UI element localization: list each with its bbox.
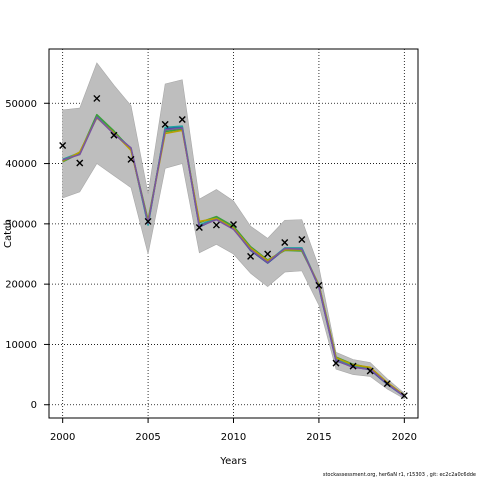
observed-point xyxy=(230,220,237,228)
observed-point-stroke xyxy=(93,94,101,102)
x-tick-label: 2015 xyxy=(306,432,331,443)
observed-point xyxy=(349,362,357,370)
observed-point-stroke xyxy=(144,217,152,225)
x-tick-label: 2010 xyxy=(221,432,246,443)
series-line xyxy=(62,116,405,397)
observed-point-stroke xyxy=(230,220,237,228)
x-axis-title: Years xyxy=(219,456,246,467)
observed-point-stroke xyxy=(195,223,203,231)
observed-point-stroke xyxy=(281,239,289,247)
observed-point xyxy=(144,217,152,225)
y-tick-label: 0 xyxy=(31,400,37,411)
observed-point-stroke xyxy=(349,362,357,370)
observed-point-stroke xyxy=(400,392,408,400)
observed-point xyxy=(366,367,374,375)
confidence-band xyxy=(62,62,405,400)
x-tick-label: 2020 xyxy=(392,432,417,443)
observed-point xyxy=(212,221,220,229)
series-lines xyxy=(62,113,405,397)
y-axis-title: Catch xyxy=(3,219,14,248)
observed-point-stroke xyxy=(383,380,391,388)
observed-point-stroke xyxy=(212,221,220,229)
y-tick-label: 30000 xyxy=(5,219,37,230)
observed-point xyxy=(264,250,272,258)
observed-point xyxy=(247,252,255,260)
observed-points xyxy=(59,94,408,400)
observed-point xyxy=(332,359,340,367)
observed-point xyxy=(127,155,135,163)
observed-point-stroke xyxy=(264,250,272,258)
observed-point-stroke xyxy=(366,367,374,375)
observed-point-stroke xyxy=(298,236,306,244)
observed-point-stroke xyxy=(76,159,84,167)
observed-point-stroke xyxy=(332,359,340,367)
observed-point-stroke xyxy=(110,131,118,139)
observed-point xyxy=(161,120,169,128)
footer-credit: stockassessment.org, her6aN r1, r15303 ,… xyxy=(322,472,476,478)
observed-point xyxy=(76,159,84,167)
x-tick-label: 2005 xyxy=(135,432,160,443)
y-tick-label: 10000 xyxy=(5,340,37,351)
observed-point-stroke xyxy=(161,120,169,128)
y-tick-label: 50000 xyxy=(5,99,37,110)
x-tick-label: 2000 xyxy=(50,432,75,443)
axis-ticks: 2000 2005 2010 2015 2020 0 10000 20000 30000 4000… xyxy=(5,99,417,443)
observed-point-stroke xyxy=(178,116,186,124)
observed-point-stroke xyxy=(315,281,323,289)
y-tick-label: 20000 xyxy=(5,280,37,291)
observed-point-stroke xyxy=(59,141,67,149)
observed-point xyxy=(281,239,289,247)
observed-point xyxy=(195,223,203,231)
observed-point xyxy=(59,141,67,149)
observed-point xyxy=(298,236,306,244)
observed-point xyxy=(110,131,118,139)
observed-point xyxy=(315,281,323,289)
confidence-band-area xyxy=(62,62,405,400)
observed-point xyxy=(178,116,186,124)
observed-point xyxy=(400,392,408,400)
observed-point xyxy=(383,380,391,388)
observed-point-stroke xyxy=(127,155,135,163)
observed-point-stroke xyxy=(247,252,255,260)
y-tick-label: 40000 xyxy=(5,159,37,170)
observed-point xyxy=(93,94,101,102)
